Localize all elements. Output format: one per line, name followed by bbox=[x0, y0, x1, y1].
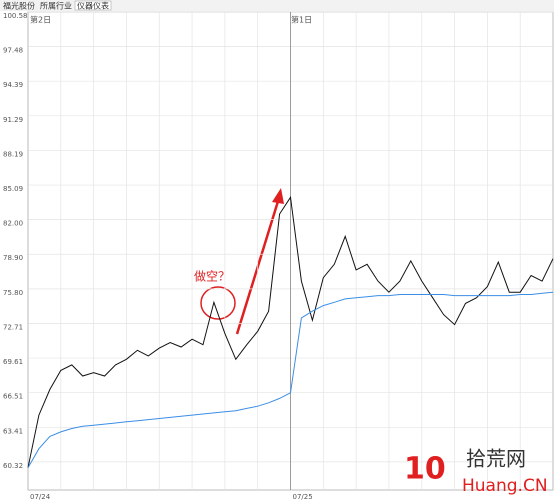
y-tick-label: 94.39 bbox=[3, 81, 23, 89]
y-tick-label: 97.48 bbox=[3, 47, 23, 55]
y-tick-label: 82.00 bbox=[3, 220, 23, 228]
y-tick-label: 60.32 bbox=[3, 462, 23, 470]
y-tick-label: 63.41 bbox=[3, 427, 23, 435]
y-tick-label: 66.51 bbox=[3, 393, 23, 401]
tab[interactable]: 福光股份 bbox=[3, 1, 35, 11]
annotation: 做空？ bbox=[194, 269, 230, 284]
y-tick-label: 75.80 bbox=[3, 289, 23, 297]
y-tick-label: 69.61 bbox=[3, 358, 23, 366]
watermark-domain: Huang.CN bbox=[462, 476, 548, 496]
watermark-site: 拾荒网 bbox=[466, 447, 526, 471]
x-tick-label: 07/25 bbox=[293, 493, 313, 501]
arrow-head bbox=[272, 188, 284, 204]
plot: 100.58 97.48 94.39 91.29 88.19 85.09 82.00 78.9… bbox=[3, 11, 554, 501]
tab[interactable]: 仪器仪表 bbox=[77, 1, 109, 11]
day-label: 第1日 bbox=[291, 15, 312, 25]
day-label: 第2日 bbox=[30, 15, 51, 25]
y-tick-label: 88.19 bbox=[3, 150, 23, 158]
series-line bbox=[27, 291, 554, 468]
y-tick-label: 91.29 bbox=[3, 116, 23, 124]
tab[interactable]: 所属行业 bbox=[40, 1, 72, 11]
x-tick-label: 07/24 bbox=[30, 493, 51, 501]
series-line bbox=[27, 195, 554, 468]
annotation-circle bbox=[200, 286, 236, 320]
y-tick-label: 100.58 bbox=[3, 12, 28, 20]
tab-frame bbox=[74, 0, 112, 11]
watermark-number: 10 bbox=[404, 452, 446, 487]
y-tick-label: 78.90 bbox=[3, 254, 23, 262]
tab-bar bbox=[0, 0, 554, 11]
y-tick-label: 85.09 bbox=[3, 185, 23, 193]
y-tick-label: 72.71 bbox=[3, 323, 23, 331]
